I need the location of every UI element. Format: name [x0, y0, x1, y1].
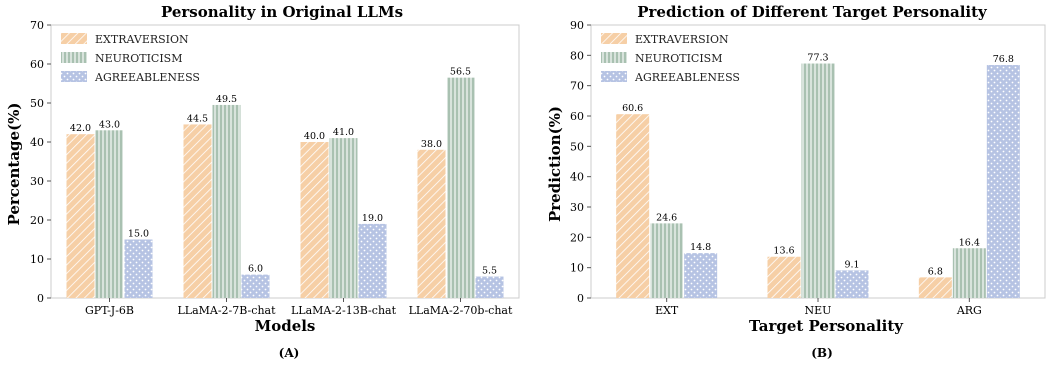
bar-value-label: 60.6: [622, 103, 643, 114]
bar-extraversion: [417, 149, 446, 298]
chart-title: Prediction of Different Target Personali…: [637, 3, 988, 21]
bar-extraversion: [183, 124, 212, 298]
legend-label: EXTRAVERSION: [635, 33, 729, 46]
bar-value-label: 44.5: [187, 113, 208, 124]
plot-frame: [50, 24, 520, 299]
bar-extraversion: [300, 142, 329, 298]
bar-value-label: 19.0: [362, 213, 383, 224]
y-tick-label: 20: [570, 231, 584, 244]
bar-neuroticism: [212, 104, 241, 298]
bar-value-label: 38.0: [421, 139, 442, 150]
y-tick-label: 40: [570, 171, 584, 184]
bar-value-label: 15.0: [128, 229, 149, 240]
bar-agreeableness: [835, 270, 869, 298]
x-tick-label: ARG: [956, 304, 982, 317]
bar-value-label: 41.0: [333, 127, 354, 138]
legend-swatch: [601, 52, 627, 63]
x-tick-label: LLaMA-2-7B-chat: [177, 304, 276, 317]
bar-agreeableness: [241, 274, 270, 298]
legend-label: AGREEABLENESS: [94, 71, 200, 84]
y-axis-label: Prediction(%): [546, 106, 564, 222]
bar-value-label: 40.0: [304, 131, 325, 142]
bar-extraversion: [66, 134, 95, 298]
y-tick-label: 10: [570, 262, 584, 275]
bar-extraversion: [616, 114, 650, 299]
x-axis: GPT-J-6B LLaMA-2-7B-chat LLaMA-2-13B-chat L…: [85, 298, 513, 317]
y-tick-label: 90: [570, 19, 584, 32]
legend-swatch: [61, 71, 87, 82]
bar-extraversion: [767, 256, 801, 298]
bar-neuroticism: [801, 63, 835, 299]
legend-swatch: [61, 33, 87, 44]
panel-label: (A): [279, 346, 300, 360]
bar-value-label: 6.8: [928, 266, 943, 277]
chart-panel-a: Personality in Original LLMs 0 10 20 30 40 50…: [5, 3, 520, 360]
bar-extraversion: [918, 277, 952, 298]
x-tick-label: LLaMA-2-13B-chat: [291, 304, 397, 317]
bar-neuroticism: [95, 130, 124, 298]
y-tick-label: 50: [30, 97, 44, 110]
x-tick-label: EXT: [655, 304, 679, 317]
x-tick-label: GPT-J-6B: [85, 304, 134, 317]
bar-agreeableness: [986, 65, 1020, 298]
y-tick-label: 70: [570, 80, 584, 93]
chart-title: Personality in Original LLMs: [161, 3, 403, 21]
y-tick-label: 10: [30, 253, 44, 266]
bar-neuroticism: [952, 248, 986, 298]
y-axis: 0 10 20 30 40 50 60 70: [30, 19, 51, 305]
legend: EXTRAVERSION NEUROTICISM AGREEABLENESS: [61, 33, 200, 84]
x-tick-label: LLaMA-2-70b-chat: [409, 304, 513, 317]
bars: 42.0 43.0 15.0 44.5 49.5 6.0 40.0 41.0 19.0 38.0 5…: [66, 67, 504, 299]
legend-swatch: [61, 52, 87, 63]
legend-swatch: [601, 71, 627, 82]
panel-label: (B): [811, 346, 833, 360]
bar-value-label: 14.8: [690, 242, 711, 253]
bar-value-label: 16.4: [959, 237, 980, 248]
bar-value-label: 42.0: [70, 123, 91, 134]
bar-agreeableness: [684, 253, 718, 298]
x-axis-label: Models: [255, 317, 316, 335]
legend-label: NEUROTICISM: [95, 52, 182, 65]
y-tick-label: 20: [30, 214, 44, 227]
bar-agreeableness: [124, 239, 153, 298]
y-tick-label: 60: [570, 110, 584, 123]
bar-value-label: 49.5: [216, 94, 237, 105]
bar-value-label: 6.0: [248, 264, 263, 275]
bar-neuroticism: [446, 77, 475, 299]
bar-value-label: 5.5: [482, 266, 497, 277]
y-tick-label: 70: [30, 19, 44, 32]
bar-value-label: 9.1: [844, 259, 859, 270]
y-tick-label: 30: [30, 175, 44, 188]
bars: 60.6 24.6 14.8 13.6 77.3 9.1 6.8 16.4 76.8: [616, 53, 1020, 299]
x-axis: EXT NEU ARG: [655, 298, 982, 317]
bar-agreeableness: [358, 223, 387, 298]
y-axis: 0 10 20 30 40 50 60 70 80 90: [570, 19, 591, 305]
legend-label: EXTRAVERSION: [95, 33, 189, 46]
bar-value-label: 13.6: [773, 246, 794, 257]
legend-label: NEUROTICISM: [635, 52, 722, 65]
chart-panel-b: Prediction of Different Target Personali…: [546, 3, 1046, 360]
y-tick-label: 80: [570, 49, 584, 62]
y-axis-label: Percentage(%): [5, 102, 23, 225]
bar-neuroticism: [650, 223, 684, 298]
y-tick-label: 60: [30, 58, 44, 71]
bar-agreeableness: [475, 276, 504, 298]
legend: EXTRAVERSION NEUROTICISM AGREEABLENESS: [601, 33, 740, 84]
bar-value-label: 76.8: [993, 54, 1014, 65]
legend-swatch: [601, 33, 627, 44]
bar-neuroticism: [329, 138, 358, 298]
x-tick-label: NEU: [805, 304, 832, 317]
bar-value-label: 24.6: [656, 212, 677, 223]
y-tick-label: 40: [30, 136, 44, 149]
bar-value-label: 43.0: [99, 119, 120, 130]
y-tick-label: 0: [37, 292, 44, 305]
bar-value-label: 56.5: [450, 67, 471, 78]
y-tick-label: 30: [570, 201, 584, 214]
x-axis-label: Target Personality: [749, 317, 904, 335]
legend-label: AGREEABLENESS: [634, 71, 740, 84]
y-tick-label: 0: [577, 292, 584, 305]
bar-value-label: 77.3: [807, 53, 828, 64]
y-tick-label: 50: [570, 140, 584, 153]
